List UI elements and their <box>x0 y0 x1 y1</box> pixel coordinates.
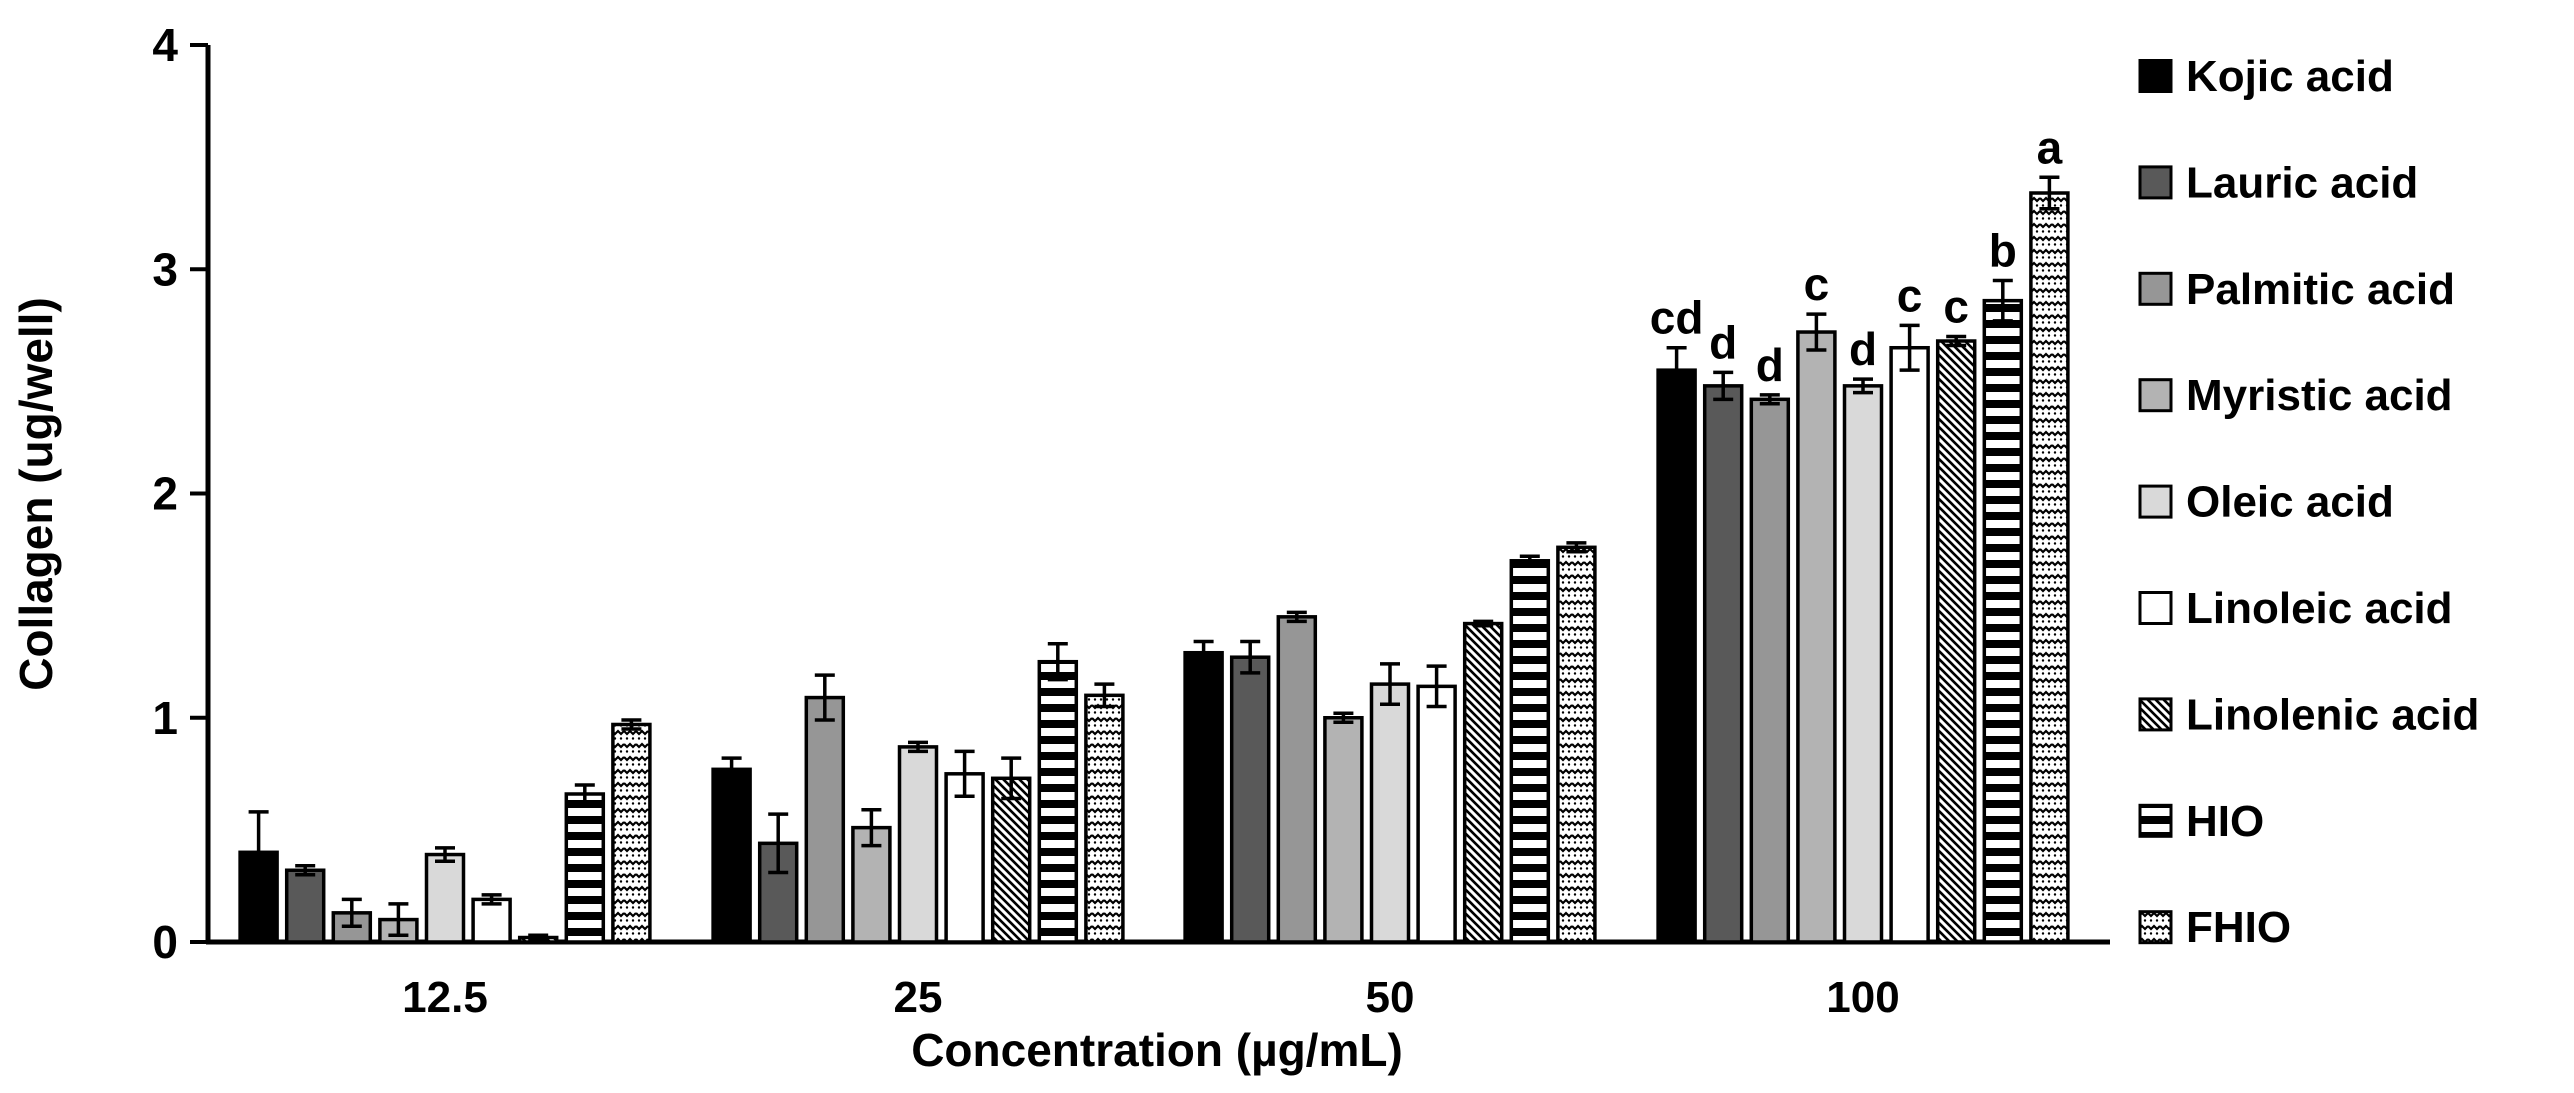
significance-letter: c <box>1897 269 1923 321</box>
y-tick-label: 2 <box>152 468 178 520</box>
legend-item: Linolenic acid <box>2138 690 2479 739</box>
x-tick-labels: 12.5 25 50 100 <box>402 973 1900 1022</box>
bar <box>804 695 846 944</box>
bar <box>711 767 752 944</box>
x-category-label: 100 <box>1826 973 1899 1022</box>
legend-swatch <box>2138 165 2173 200</box>
legend-swatch <box>2138 271 2173 306</box>
bar <box>1889 345 1930 944</box>
legend-swatch <box>2138 59 2173 93</box>
bar <box>897 745 939 944</box>
error-bars <box>248 175 2060 942</box>
legend-item: HIO <box>2138 797 2264 846</box>
legend-label: Linolenic acid <box>2186 690 2479 739</box>
legend-swatch <box>2138 697 2173 732</box>
legend-item: Linoleic acid <box>2138 584 2453 633</box>
significance-letter: cd <box>1650 292 1704 344</box>
legend-item: Lauric acid <box>2138 158 2418 207</box>
bar <box>611 722 652 944</box>
x-category-label: 50 <box>1366 973 1415 1022</box>
bar <box>2029 191 2070 944</box>
bar <box>1183 650 1224 944</box>
bar <box>1462 621 1504 944</box>
legend-item: Palmitic acid <box>2138 265 2455 314</box>
x-axis-title: Concentration (µg/mL) <box>911 1024 1403 1076</box>
bar <box>1037 659 1079 944</box>
bar <box>424 852 466 944</box>
legend-item: Kojic acid <box>2138 52 2394 101</box>
legend-item: Oleic acid <box>2138 478 2394 527</box>
bar <box>471 897 512 944</box>
legend: Kojic acid Lauric acid Palmitic acid Myrist… <box>2138 52 2479 952</box>
legend-label: Linoleic acid <box>2186 584 2453 633</box>
legend-swatch <box>2138 803 2173 838</box>
legend-label: Myristic acid <box>2186 371 2453 420</box>
bar <box>1982 298 2024 944</box>
bar <box>1229 655 1271 944</box>
y-tick-label: 4 <box>152 19 178 71</box>
bar <box>1556 545 1597 944</box>
bar <box>284 868 326 944</box>
y-tick-label: 3 <box>152 243 178 295</box>
bar <box>1842 384 1884 944</box>
significance-letter: b <box>1989 224 2017 276</box>
bar <box>944 772 985 944</box>
legend-label: Palmitic acid <box>2186 265 2455 314</box>
significance-letter: a <box>2037 121 2063 173</box>
legend-item: Myristic acid <box>2138 371 2453 420</box>
legend-label: Oleic acid <box>2186 478 2394 527</box>
bar <box>1276 615 1318 944</box>
legend-swatch <box>2138 484 2173 519</box>
x-category-label: 12.5 <box>402 973 488 1022</box>
bar <box>1796 330 1837 944</box>
bar <box>1369 682 1411 944</box>
bars <box>238 191 2070 944</box>
bar <box>1323 716 1364 944</box>
legend-label: Lauric acid <box>2186 158 2418 207</box>
legend-label: HIO <box>2186 797 2264 846</box>
bar <box>564 792 606 944</box>
bar <box>851 825 892 944</box>
legend-swatch <box>2138 378 2173 413</box>
bar <box>1702 384 1744 944</box>
legend-swatch <box>2138 910 2173 945</box>
y-axis-title: Collagen (ug/well) <box>10 297 62 691</box>
significance-letter: d <box>1756 339 1784 391</box>
bar <box>1509 559 1551 944</box>
bar <box>990 776 1032 944</box>
y-tick-label: 0 <box>152 916 178 968</box>
significance-letter: c <box>1804 258 1830 310</box>
significance-letter: c <box>1943 281 1969 333</box>
legend-item: FHIO <box>2138 903 2291 952</box>
legend-swatch <box>2138 591 2173 625</box>
x-category-label: 25 <box>894 973 943 1022</box>
bar <box>1935 339 1977 944</box>
y-tick-label: 1 <box>152 692 178 744</box>
bar <box>1084 693 1125 944</box>
y-tick-labels: 0 1 2 3 4 <box>152 19 178 968</box>
bar <box>1656 368 1697 944</box>
legend-label: Kojic acid <box>2186 52 2394 101</box>
significance-letter: d <box>1709 316 1737 368</box>
legend-label: FHIO <box>2186 903 2291 952</box>
significance-letter: d <box>1849 323 1877 375</box>
bar <box>1416 684 1457 944</box>
bar <box>1749 397 1791 944</box>
